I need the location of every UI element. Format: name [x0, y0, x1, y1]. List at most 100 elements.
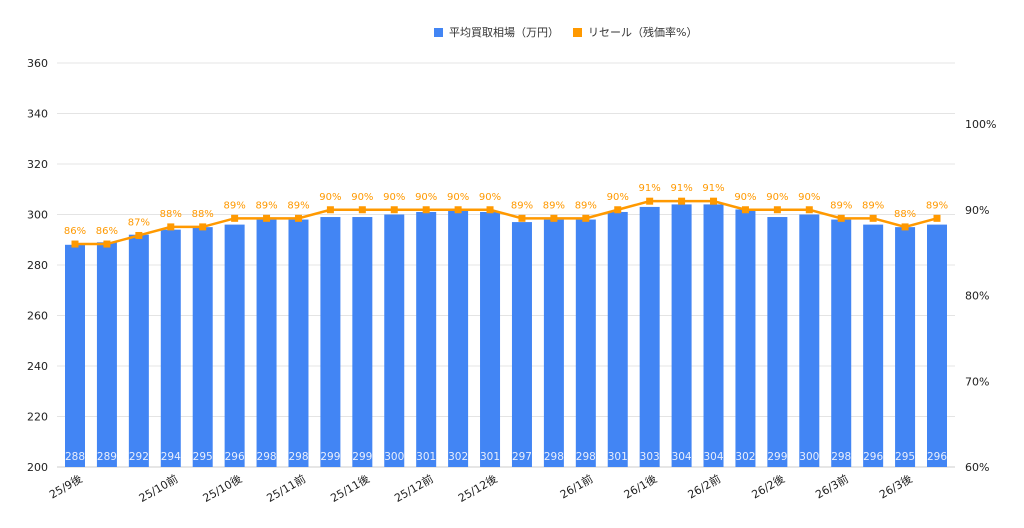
bar	[224, 224, 245, 467]
y-left-tick-label: 280	[27, 259, 48, 272]
line-data-label: 86%	[64, 226, 86, 237]
bar-data-label: 301	[480, 451, 500, 463]
bar-data-label: 298	[257, 451, 277, 463]
line-point	[518, 214, 526, 222]
line-point	[773, 206, 781, 214]
line-point	[805, 206, 813, 214]
line-point	[614, 206, 622, 214]
bar-data-label: 295	[193, 451, 213, 463]
y-left-tick-label: 240	[27, 360, 48, 373]
line-data-label: 90%	[383, 192, 405, 203]
line-data-label: 89%	[830, 200, 852, 211]
bar-data-label: 304	[703, 451, 723, 463]
y-right-tick-label: 70%	[965, 375, 989, 388]
bar-data-label: 297	[512, 451, 532, 463]
line-point	[837, 214, 845, 222]
bar	[288, 219, 309, 467]
bar	[543, 219, 564, 467]
legend-label-bar: 平均買取相場（万円）	[449, 26, 559, 39]
x-tick-label: 25/12前	[392, 471, 436, 504]
bar	[511, 222, 532, 467]
legend-item-bar[interactable]: 平均買取相場（万円）	[434, 24, 559, 40]
x-tick-label: 25/11後	[328, 471, 372, 504]
x-tick-label: 26/1後	[621, 471, 659, 501]
legend: 平均買取相場（万円） リセール（残価率%）	[434, 24, 711, 40]
line-point	[422, 206, 430, 214]
bar	[863, 224, 884, 467]
bar	[607, 211, 628, 467]
bar-data-label: 296	[863, 451, 883, 463]
bar	[671, 204, 692, 467]
line-series	[75, 199, 938, 246]
legend-swatch-bar	[434, 27, 443, 37]
line-data-label: 89%	[224, 200, 246, 211]
line-point	[582, 214, 590, 222]
line-point	[231, 214, 239, 222]
y-left-tick-label: 320	[27, 158, 48, 171]
bar-data-label: 301	[608, 451, 628, 463]
bar	[128, 234, 149, 467]
bar	[448, 209, 469, 467]
line-data-label: 88%	[160, 209, 182, 220]
bar	[192, 227, 213, 467]
line-data-label: 89%	[862, 200, 884, 211]
x-tick-label: 26/2後	[749, 471, 787, 501]
line-point	[294, 214, 302, 222]
line-data-label: 91%	[670, 183, 692, 194]
x-tick-label: 26/3後	[877, 471, 915, 501]
x-tick-label: 26/1前	[557, 471, 595, 501]
line-point	[869, 214, 877, 222]
line-data-label: 89%	[926, 200, 948, 211]
x-tick-label: 25/11前	[264, 471, 308, 504]
bar	[703, 204, 724, 467]
line-data-label: 89%	[511, 200, 533, 211]
y-left-tick-label: 340	[27, 108, 48, 121]
bar-data-label: 294	[161, 451, 181, 463]
line-data-label: 88%	[192, 209, 214, 220]
line-data-label: 90%	[798, 192, 820, 203]
bar	[320, 217, 341, 467]
bar	[416, 211, 437, 467]
y-left-tick-label: 260	[27, 310, 48, 323]
bar	[384, 214, 405, 467]
line-point	[646, 197, 654, 205]
line-data-label: 90%	[607, 192, 629, 203]
bar-data-label: 288	[65, 451, 85, 463]
line-data-label: 89%	[287, 200, 309, 211]
line-point	[741, 206, 749, 214]
line-point	[454, 206, 462, 214]
legend-item-line[interactable]: リセール（残価率%）	[573, 24, 697, 40]
bar	[927, 224, 947, 467]
y-right-tick-label: 80%	[965, 290, 989, 303]
line-point	[486, 206, 494, 214]
bar	[160, 229, 181, 467]
bar	[65, 244, 85, 467]
bar-data-label: 296	[927, 451, 947, 463]
y-right-tick-label: 90%	[965, 204, 989, 217]
x-tick-label: 25/10前	[136, 471, 180, 504]
bar-data-label: 298	[288, 451, 308, 463]
bar-data-label: 298	[831, 451, 851, 463]
legend-label-line: リセール（残価率%）	[588, 26, 698, 39]
line-data-label: 90%	[734, 192, 756, 203]
line-point	[167, 223, 175, 231]
bar-data-label: 299	[352, 451, 372, 463]
bar	[480, 211, 501, 467]
y-left-tick-label: 200	[27, 461, 48, 474]
line-data-label: 90%	[319, 192, 341, 203]
line-point	[103, 240, 111, 248]
y-right-tick-label: 60%	[965, 461, 989, 474]
bar-data-label: 301	[416, 451, 436, 463]
line-data-label: 90%	[447, 192, 469, 203]
x-tick-label: 25/12後	[456, 471, 500, 504]
line-point	[263, 214, 271, 222]
y-left-tick-label: 360	[27, 57, 48, 70]
bar-data-label: 299	[767, 451, 787, 463]
line-data-label: 88%	[894, 209, 916, 220]
line-data-label: 90%	[479, 192, 501, 203]
line-point	[326, 206, 334, 214]
y-right-tick-label: 100%	[965, 118, 996, 131]
line-point	[550, 214, 558, 222]
bar	[831, 219, 852, 467]
